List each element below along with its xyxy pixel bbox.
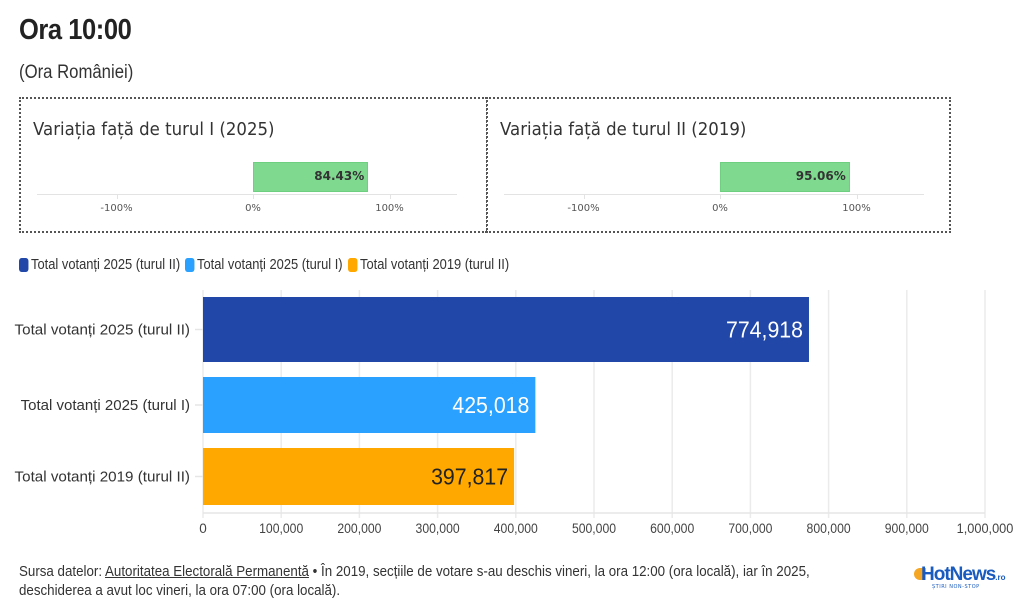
bar-chart: 0 100,000 200,000 300,000 400,000 500,000 600,… bbox=[15, 290, 1014, 536]
legend-label: Total votanți 2025 (turul I) bbox=[197, 256, 344, 273]
legend-swatch bbox=[347, 257, 358, 272]
x-tick-label: 0 bbox=[199, 521, 207, 536]
source-prefix: Sursa datelor: bbox=[19, 564, 106, 580]
variation-bar-label: 95.06% bbox=[795, 169, 846, 183]
y-category-label: Total votanți 2019 (turul II) bbox=[15, 469, 190, 486]
legend-swatch bbox=[19, 257, 29, 272]
footer-note-text: • În 2019, secțiile de votare s-au desch… bbox=[19, 564, 810, 599]
variation-bar-label: 84.43% bbox=[314, 169, 365, 183]
mini-tick-label: -100% bbox=[567, 203, 600, 214]
page-subtitle: (Ora României) bbox=[19, 62, 134, 83]
mini-tick-label: 0% bbox=[712, 203, 728, 214]
legend-swatch bbox=[185, 257, 195, 272]
page-title: Ora 10:00 bbox=[19, 14, 132, 46]
mini-tick bbox=[720, 194, 721, 199]
x-tick-label: 700,000 bbox=[728, 521, 772, 536]
mini-axis-line bbox=[37, 194, 457, 195]
legend-item[interactable]: Total votanți 2025 (turul II) bbox=[19, 256, 180, 273]
logo-tagline: ȘTIRI NON-STOP bbox=[932, 584, 980, 590]
bar-value-label: 425,018 bbox=[452, 392, 529, 418]
logo-text: HotNews.ro bbox=[921, 564, 1006, 586]
legend-label: Total votanți 2025 (turul II) bbox=[31, 256, 181, 273]
x-tick-label: 400,000 bbox=[494, 521, 538, 536]
mini-axis-line bbox=[504, 194, 924, 195]
bar bbox=[203, 448, 515, 505]
x-tick-label: 900,000 bbox=[885, 521, 929, 536]
x-tick-label: 1,000,000 bbox=[957, 521, 1014, 536]
legend-item[interactable]: Total votanți 2019 (turul II) bbox=[347, 256, 509, 273]
legend-label: Total votanți 2019 (turul II) bbox=[359, 256, 509, 273]
bar-value-label: 774,918 bbox=[726, 317, 803, 343]
logo-name: HotNews bbox=[921, 564, 996, 585]
y-category-label: Total votanți 2025 (turul I) bbox=[21, 397, 190, 414]
x-tick-label: 100,000 bbox=[259, 521, 303, 536]
mini-tick-label: -100% bbox=[100, 203, 133, 214]
variation-panel-title: Variația față de turul I (2025) bbox=[33, 119, 275, 140]
bar bbox=[203, 297, 809, 362]
variation-bar: 95.06% bbox=[720, 162, 850, 192]
bar bbox=[203, 377, 536, 433]
mini-tick-label: 100% bbox=[842, 203, 871, 214]
variation-panel-round2-2019: Variația față de turul II (2019) -100% 0%… bbox=[486, 97, 951, 233]
legend-item[interactable]: Total votanți 2025 (turul I) bbox=[185, 256, 343, 273]
source-link[interactable]: Autoritatea Electorală Permanentă bbox=[105, 564, 309, 580]
chart-legend: Total votanți 2025 (turul II) Total vota… bbox=[19, 256, 541, 273]
hotnews-logo[interactable]: HotNews.ro ȘTIRI NON-STOP bbox=[912, 564, 1016, 591]
x-tick-label: 300,000 bbox=[416, 521, 460, 536]
bar-value-label: 397,817 bbox=[431, 464, 508, 490]
mini-tick-label: 100% bbox=[375, 203, 404, 214]
x-tick-label: 800,000 bbox=[807, 521, 851, 536]
variation-panel-title: Variația față de turul II (2019) bbox=[500, 119, 747, 140]
variation-panel-round1-2025: Variația față de turul I (2025) -100% 0% 1… bbox=[19, 97, 487, 233]
mini-tick bbox=[389, 194, 391, 199]
x-tick-label: 600,000 bbox=[650, 521, 694, 536]
mini-tick-label: 0% bbox=[245, 203, 261, 214]
mini-tick bbox=[583, 194, 585, 199]
y-category-label: Total votanți 2025 (turul II) bbox=[15, 322, 190, 339]
logo-sun-icon bbox=[914, 568, 926, 580]
mini-tick bbox=[116, 194, 118, 199]
x-tick-label: 200,000 bbox=[337, 521, 381, 536]
logo-suffix: .ro bbox=[995, 573, 1006, 582]
variation-bar: 84.43% bbox=[253, 162, 369, 192]
mini-tick bbox=[856, 194, 858, 199]
mini-tick bbox=[253, 194, 254, 199]
footer-note: Sursa datelor: Autoritatea Electorală Pe… bbox=[19, 563, 829, 601]
x-tick-label: 500,000 bbox=[572, 521, 616, 536]
